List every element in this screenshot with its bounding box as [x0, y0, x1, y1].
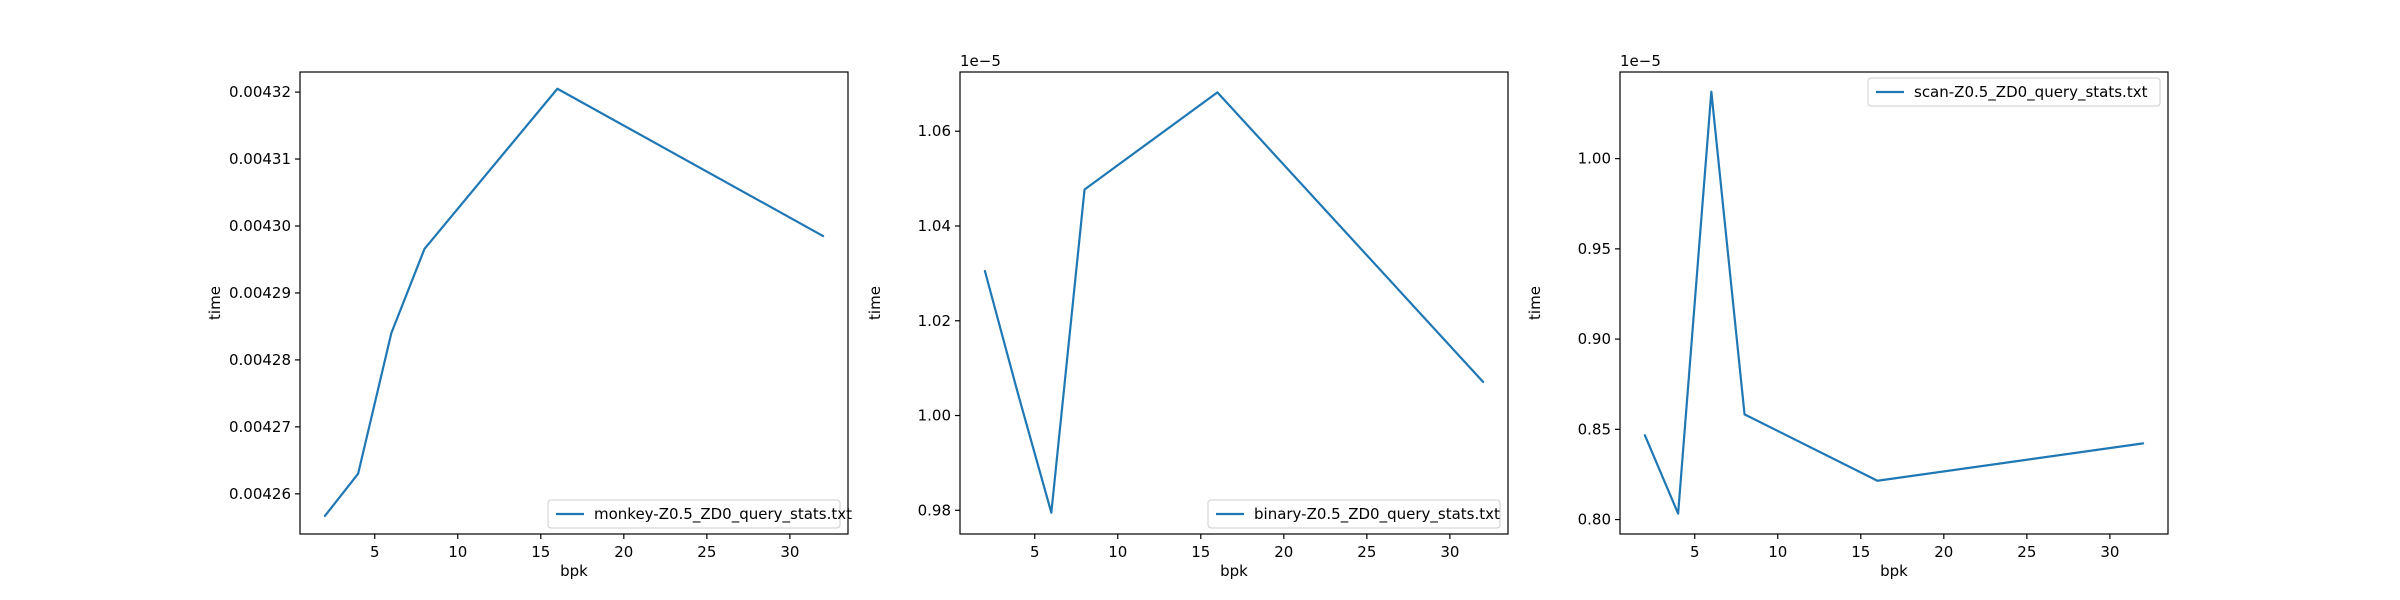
- y-tick-label: 0.00431: [229, 150, 291, 168]
- y-tick-label: 0.00428: [229, 351, 291, 369]
- x-tick-label: 15: [1191, 543, 1210, 561]
- x-tick-label: 5: [1030, 543, 1040, 561]
- x-tick-label: 10: [1108, 543, 1127, 561]
- y-tick-label: 0.90: [1578, 330, 1611, 348]
- x-tick-label: 15: [1851, 543, 1870, 561]
- x-tick-label: 25: [1357, 543, 1376, 561]
- x-tick-label: 5: [370, 543, 380, 561]
- x-tick-label: 30: [1440, 543, 1459, 561]
- x-tick-label: 20: [614, 543, 633, 561]
- x-tick-label: 20: [1934, 543, 1953, 561]
- x-axis-label: bpk: [560, 562, 588, 580]
- x-tick-label: 5: [1690, 543, 1700, 561]
- y-tick-label: 0.00430: [229, 217, 291, 235]
- y-tick-label: 0.00427: [229, 418, 291, 436]
- legend-box: [1207, 499, 1501, 529]
- y-tick-label: 0.00426: [229, 485, 291, 503]
- chart-panel-1: 5 10 15 20 25 30 0.00426 0.00427 0.00428 0.00429 0…: [206, 71, 852, 580]
- y-offset-label: 1e−5: [960, 52, 1001, 70]
- x-axis-label: bpk: [1880, 562, 1908, 580]
- legend: scan-Z0.5_ZD0_query_stats.txt: [1867, 77, 2161, 107]
- y-tick-label: 0.98: [918, 501, 951, 519]
- y-tick-label: 0.00429: [229, 284, 291, 302]
- y-offset-label: 1e−5: [1620, 52, 1661, 70]
- y-axis-label: time: [1526, 286, 1544, 320]
- legend: binary-Z0.5_ZD0_query_stats.txt: [1207, 499, 1501, 529]
- plot-frame: [299, 71, 849, 535]
- series-line: [983, 91, 1485, 514]
- chart-panel-2: 5 10 15 20 25 30 0.98 1.00 1.02 1.04 1.06 1e−5 bpk ti…: [866, 52, 1509, 580]
- y-tick-label: 1.00: [918, 407, 951, 425]
- y-tick-label: 1.02: [918, 312, 951, 330]
- x-axis-label: bpk: [1220, 562, 1248, 580]
- series-line: [323, 87, 825, 518]
- x-tick-label: 10: [448, 543, 467, 561]
- legend-box: [1867, 77, 2161, 107]
- legend-label: monkey-Z0.5_ZD0_query_stats.txt: [594, 505, 852, 524]
- plot-frame: [959, 71, 1509, 535]
- legend-label: scan-Z0.5_ZD0_query_stats.txt: [1914, 83, 2148, 102]
- x-tick-label: 30: [780, 543, 799, 561]
- y-tick-label: 1.06: [918, 122, 951, 140]
- x-tick-label: 30: [2100, 543, 2119, 561]
- y-tick-label: 1.00: [1578, 150, 1611, 168]
- y-tick-label: 0.00432: [229, 83, 291, 101]
- series-line: [1643, 90, 2145, 515]
- legend-label: binary-Z0.5_ZD0_query_stats.txt: [1254, 505, 1500, 524]
- plot-frame: [1619, 71, 2169, 535]
- y-tick-label: 0.95: [1578, 240, 1611, 258]
- legend-box: [547, 499, 841, 529]
- chart-panel-3: 5 10 15 20 25 30 0.80 0.85 0.90 0.95 1.00 1e−5 bpk ti…: [1526, 52, 2169, 580]
- x-tick-label: 15: [531, 543, 550, 561]
- legend: monkey-Z0.5_ZD0_query_stats.txt: [547, 499, 852, 529]
- y-axis-label: time: [866, 286, 884, 320]
- x-tick-label: 10: [1768, 543, 1787, 561]
- y-axis-label: time: [206, 286, 224, 320]
- x-tick-label: 20: [1274, 543, 1293, 561]
- x-tick-label: 25: [2017, 543, 2036, 561]
- y-tick-label: 0.85: [1578, 420, 1611, 438]
- y-tick-label: 1.04: [918, 217, 951, 235]
- x-tick-label: 25: [697, 543, 716, 561]
- y-tick-label: 0.80: [1578, 511, 1611, 529]
